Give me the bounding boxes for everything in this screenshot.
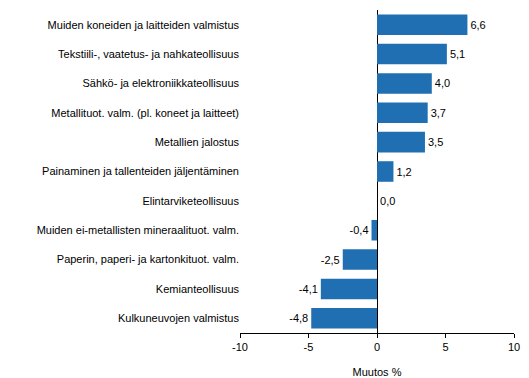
svg-text:5: 5 xyxy=(442,341,448,353)
svg-text:Metallien jalostus: Metallien jalostus xyxy=(155,136,240,148)
svg-text:Tekstiili-, vaatetus- ja nahka: Tekstiili-, vaatetus- ja nahkateollisuus xyxy=(58,48,239,60)
svg-text:4,0: 4,0 xyxy=(435,77,450,89)
svg-text:Elintarviketeollisuus: Elintarviketeollisuus xyxy=(142,195,239,207)
svg-text:-2,5: -2,5 xyxy=(321,254,340,266)
svg-text:3,7: 3,7 xyxy=(431,107,446,119)
svg-text:-10: -10 xyxy=(232,341,248,353)
svg-text:Kemianteollisuus: Kemianteollisuus xyxy=(156,283,240,295)
svg-text:Kulkuneuvojen valmistus: Kulkuneuvojen valmistus xyxy=(118,312,240,324)
svg-text:Sähkö- ja elektroniikkateollis: Sähkö- ja elektroniikkateollisuus xyxy=(82,77,239,89)
svg-text:Muutos %: Muutos % xyxy=(353,366,402,378)
svg-text:-4,1: -4,1 xyxy=(299,283,318,295)
svg-text:Metallituot. valm. (pl. koneet: Metallituot. valm. (pl. koneet ja laitte… xyxy=(51,107,239,119)
svg-text:Muiden ei-metallisten mineraal: Muiden ei-metallisten mineraalituot. val… xyxy=(37,224,239,236)
svg-text:0,0: 0,0 xyxy=(380,195,395,207)
svg-text:Paperin, paperi- ja kartonkitu: Paperin, paperi- ja kartonkituot. valm. xyxy=(57,253,239,265)
svg-text:1,2: 1,2 xyxy=(396,166,411,178)
svg-text:Painaminen ja tallenteiden jäl: Painaminen ja tallenteiden jäljentäminen xyxy=(42,165,239,177)
svg-text:Muiden koneiden ja laitteiden: Muiden koneiden ja laitteiden valmistus xyxy=(48,19,240,31)
svg-text:10: 10 xyxy=(508,341,520,353)
svg-text:-0,4: -0,4 xyxy=(350,224,369,236)
svg-text:5,1: 5,1 xyxy=(450,48,465,60)
svg-text:-5: -5 xyxy=(304,341,314,353)
svg-text:-4,8: -4,8 xyxy=(289,312,308,324)
svg-text:6,6: 6,6 xyxy=(470,19,485,31)
svg-text:0: 0 xyxy=(374,341,380,353)
svg-text:3,5: 3,5 xyxy=(428,136,443,148)
